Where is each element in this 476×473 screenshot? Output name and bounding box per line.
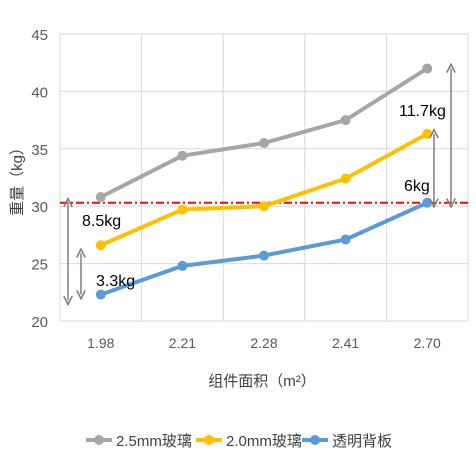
series [95, 63, 433, 203]
x-tick-label: 1.98 [87, 335, 114, 351]
legend-item: 2.5mm玻璃 [86, 433, 192, 450]
legend-label: 2.0mm玻璃 [226, 433, 302, 450]
data-point [177, 204, 188, 215]
legend: 2.5mm玻璃 2.0mm玻璃 透明背板 [86, 432, 392, 450]
data-point [259, 138, 269, 149]
legend-label: 透明背板 [332, 432, 392, 450]
data-point [340, 115, 351, 126]
x-axis-label: 组件面积（m²） [208, 373, 316, 390]
data-point [340, 173, 351, 184]
x-tick-label: 2.70 [414, 335, 441, 351]
annotation-label: 6kg [404, 178, 430, 195]
data-point [95, 240, 106, 251]
y-tick-label: 30 [31, 199, 48, 216]
y-axis-ticks: 20 25 30 35 40 45 [31, 27, 48, 331]
data-point [95, 289, 106, 300]
data-point [422, 128, 433, 139]
series [95, 197, 433, 300]
legend-swatch-marker [310, 435, 320, 445]
x-tick-label: 2.21 [169, 335, 196, 351]
data-point [177, 260, 188, 271]
series-line [98, 66, 430, 200]
y-tick-label: 35 [31, 142, 48, 159]
series-layer [95, 63, 433, 300]
data-point [95, 192, 106, 203]
data-point [340, 234, 351, 245]
annotation-label: 3.3kg [96, 273, 135, 290]
legend-swatch-marker [94, 435, 104, 445]
y-tick-label: 45 [31, 27, 48, 44]
data-point [259, 201, 269, 212]
legend-label: 2.5mm玻璃 [116, 433, 192, 450]
annotations: 8.5kg 3.3kg 11.7kg 6kg [68, 68, 451, 300]
y-tick-label: 20 [31, 314, 48, 331]
y-tick-label: 40 [31, 84, 48, 101]
grid [59, 33, 469, 322]
data-point [422, 197, 433, 208]
data-point [259, 250, 269, 261]
legend-item: 2.0mm玻璃 [196, 433, 302, 450]
legend-swatch-marker [204, 435, 214, 445]
data-point [177, 150, 188, 161]
annotation-label: 11.7kg [399, 103, 446, 120]
legend-item: 透明背板 [302, 432, 392, 450]
series-line [98, 131, 430, 248]
x-tick-label: 2.41 [332, 335, 359, 351]
series-line [98, 200, 430, 297]
x-tick-label: 2.28 [250, 335, 277, 351]
y-axis-label: 重量（kg） [9, 140, 26, 216]
y-tick-label: 25 [31, 257, 48, 274]
data-point [422, 63, 433, 74]
annotation-label: 8.5kg [82, 213, 121, 230]
x-axis-ticks: 1.98 2.21 2.28 2.41 2.70 [87, 335, 441, 351]
